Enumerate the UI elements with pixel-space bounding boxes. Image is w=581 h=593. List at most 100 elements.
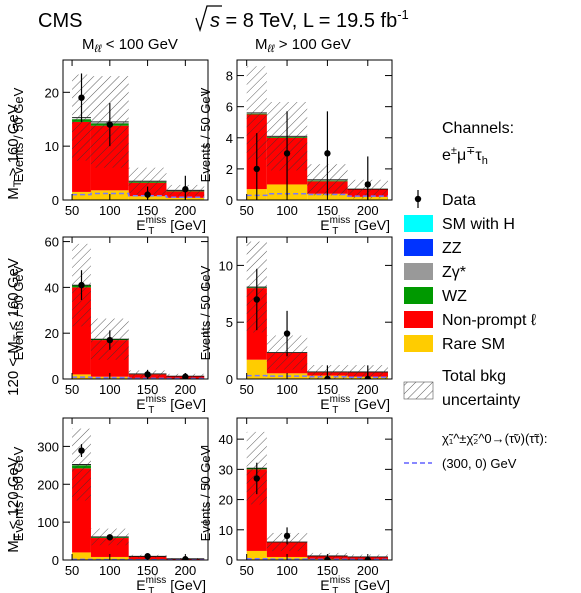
svg-text:(300, 0) GeV: (300, 0) GeV (442, 456, 517, 471)
y-axis-label: Events / 50 GeV (11, 87, 26, 182)
y-tick-label: 60 (45, 235, 59, 250)
plot-area (246, 431, 388, 560)
y-tick-label: 8 (226, 69, 233, 84)
y-axis-label: Events / 50 GeV (11, 265, 26, 360)
x-tick-label: 150 (317, 382, 339, 397)
data-point-bin4 (364, 181, 371, 188)
data-point-bin4 (182, 186, 189, 193)
bar-rare-sm-bin1 (246, 359, 267, 379)
x-tick-label: 100 (276, 563, 298, 578)
y-tick-label: 300 (37, 439, 59, 454)
y-tick-label: 200 (37, 477, 59, 492)
y-tick-label: 0 (226, 372, 233, 387)
signal-line (72, 376, 205, 379)
x-axis-label: Emiss T [GeV] (136, 394, 206, 416)
x-axis-label: Emiss T [GeV] (320, 394, 390, 416)
data-point-bin1 (253, 296, 260, 303)
data-point-bin3 (324, 150, 331, 157)
data-point-bin2 (106, 534, 114, 541)
svg-text:s = 8 TeV, L = 19.5 fb-1: s = 8 TeV, L = 19.5 fb-1 (210, 7, 409, 32)
y-tick-label: 6 (226, 100, 233, 115)
data-point-bin2 (283, 330, 291, 337)
data-point-bin1 (78, 447, 85, 454)
y-tick-label: 0 (226, 553, 233, 568)
x-tick-label: 200 (174, 382, 196, 397)
x-tick-label: 100 (276, 203, 298, 218)
energy-s: s (210, 10, 220, 32)
bar-rare-sm-bin1 (72, 191, 91, 200)
x-tick-label: 100 (276, 382, 298, 397)
svg-text:Zγ*: Zγ* (442, 264, 466, 281)
legend-entry-wz: WZ (404, 287, 467, 305)
signal-line (246, 374, 388, 379)
y-tick-label: 20 (219, 493, 233, 508)
x-tick-label: 150 (317, 203, 339, 218)
y-tick-label: 10 (45, 139, 59, 154)
x-tick-label: 150 (137, 563, 159, 578)
x-axis-label: Emiss T [GeV] (136, 575, 206, 593)
data-point-bin1 (253, 475, 260, 482)
x-axis-label: Emiss T [GeV] (320, 575, 390, 593)
column-header-left: Mℓℓ < 100 GeV (82, 36, 178, 55)
data-point-bin2 (283, 150, 291, 157)
svg-text:SM with H: SM with H (442, 216, 515, 233)
y-axis-label: Events / 50 GeV (198, 446, 213, 541)
row-label-mt-lt-120: MT < 120 GeV (5, 457, 24, 553)
x-tick-label: 200 (174, 203, 196, 218)
svg-text:ZZ: ZZ (442, 240, 462, 257)
svg-text:Non-prompt ℓ: Non-prompt ℓ (442, 312, 536, 329)
energy-label: s = 8 TeV, L = 19.5 fb-1 (195, 5, 409, 33)
x-tick-label: 200 (357, 563, 379, 578)
x-tick-label: 50 (65, 563, 79, 578)
x-tick-label: 200 (357, 382, 379, 397)
panel-frame (62, 236, 209, 380)
legend-entry-sm-higgs: SM with H (404, 215, 515, 233)
y-tick-label: 30 (219, 462, 233, 477)
y-tick-label: 100 (37, 515, 59, 530)
panel-frame (236, 236, 393, 380)
x-tick-label: 100 (99, 563, 121, 578)
y-tick-label: 2 (226, 162, 233, 177)
row-label-mt-gt-160: MT > 160 GeV (5, 104, 24, 200)
legend-entry-data: Data (414, 190, 476, 209)
panel-frame (236, 417, 393, 561)
legend-entry-total-uncertainty: Total bkg uncertainty (403, 368, 520, 409)
signal-line (246, 558, 388, 560)
data-point-bin1 (253, 165, 260, 173)
x-tick-label: 200 (174, 563, 196, 578)
y-tick-label: 20 (45, 85, 59, 100)
y-tick-label: 10 (219, 258, 233, 273)
lumi-exponent: -1 (397, 7, 409, 22)
column-header-right: Mℓℓ > 100 GeV (255, 36, 351, 55)
x-tick-label: 150 (317, 563, 339, 578)
x-tick-label: 50 (239, 563, 253, 578)
x-tick-label: 50 (65, 203, 79, 218)
panel-6: 0 10 20 30 40 50 100 150 200 Events / 50 GeV Emiss… (198, 417, 393, 593)
legend-entry-zz: ZZ (404, 239, 462, 257)
x-tick-label: 200 (357, 203, 379, 218)
plot-area (246, 241, 388, 379)
bar-rare-sm-bin1 (72, 552, 91, 560)
uncertainty-band-bin1 (246, 66, 267, 160)
legend-channels-title: Channels: (442, 120, 514, 137)
y-tick-label: 20 (45, 326, 59, 341)
uncertainty-band-bin1 (72, 428, 91, 501)
data-point-bin1 (78, 281, 85, 289)
svg-text:uncertainty: uncertainty (442, 392, 520, 409)
y-tick-label: 40 (45, 280, 59, 295)
x-tick-label: 150 (137, 382, 159, 397)
legend-entry-signal: χ̃₁^±χ̃₂^0→(τ̃ν)(τ̃τ): (300, 0) GeV (404, 431, 547, 471)
x-tick-label: 50 (65, 382, 79, 397)
x-tick-label: 100 (99, 203, 121, 218)
panel-frame (62, 417, 209, 561)
y-axis-label: Events / 50 GeV (11, 446, 26, 541)
y-tick-label: 0 (52, 372, 59, 387)
energy-text: = 8 TeV, L = 19.5 fb (220, 10, 397, 32)
panel-4: 0 5 10 50 100 150 200 Events / 50 GeV Emiss T [Ge… (198, 236, 393, 416)
data-point-bin1 (78, 94, 85, 101)
panel-3: 0 20 40 60 50 100 150 200 Events / 50 GeV Emiss T … (11, 235, 209, 416)
y-axis-label: Events / 50 GeV (198, 87, 213, 182)
panel-2: 0 2 4 6 8 50 100 150 200 Events / 50 GeV Emiss T [G… (198, 59, 393, 237)
